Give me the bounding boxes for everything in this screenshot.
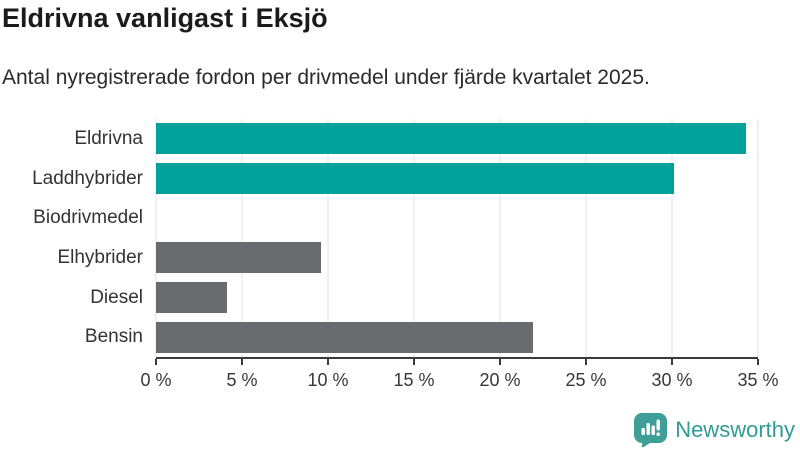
x-tick-label: 20 % — [479, 370, 521, 390]
axis-tick — [499, 359, 501, 365]
x-tick-label: 15 % — [393, 370, 435, 390]
newsworthy-logo-text: Newsworthy — [675, 417, 795, 442]
x-tick-label: 25 % — [565, 370, 607, 390]
x-tick-label: 10 % — [307, 370, 349, 390]
bar-laddhybrider — [156, 163, 674, 194]
bar-diesel — [156, 282, 227, 314]
bar-track — [156, 321, 758, 353]
gridline — [671, 119, 673, 357]
bar-track — [156, 242, 758, 274]
gridline — [327, 119, 329, 357]
gridline — [585, 119, 587, 357]
x-tick-label: 30 % — [651, 370, 693, 390]
page-title: Eldrivna vanligast i Eksjö — [2, 3, 328, 33]
axis-tick — [585, 359, 587, 365]
bar-elhybrider — [156, 242, 322, 274]
axis-tick — [671, 359, 673, 365]
x-tick-label: 5 % — [226, 370, 258, 390]
category-label-eldrivna: Eldrivna — [74, 127, 143, 149]
axis-tick — [326, 359, 329, 365]
axis-tick — [757, 359, 759, 365]
axis-tick — [412, 359, 415, 365]
x-tick-label: 35 % — [737, 370, 779, 390]
bar-eldrivna — [156, 123, 746, 155]
axis-tick — [155, 359, 157, 365]
category-label-elhybrider: Elhybrider — [57, 246, 143, 268]
x-axis: 0 % 5 % 10 % 15 % 20 % 25 % 30 % 35 % — [140, 357, 779, 397]
bar-track — [156, 123, 758, 155]
x-tick-label: 0 % — [140, 370, 172, 390]
gridline — [757, 119, 759, 357]
bar-track — [156, 163, 758, 194]
chart-subtitle: Antal nyregistrerade fordon per drivmede… — [2, 66, 650, 89]
chart-row-bensin: Bensin — [0, 317, 758, 357]
gridline — [499, 119, 501, 357]
gridlines — [155, 119, 759, 357]
bar-track — [156, 203, 758, 234]
chart-row-diesel: Diesel — [0, 278, 758, 318]
newsworthy-logo-icon — [634, 413, 668, 447]
gridline — [241, 119, 243, 357]
gridline — [413, 119, 415, 357]
chart-row-laddhybrider: Laddhybrider — [0, 159, 758, 199]
chart-row-biodrivmedel: Biodrivmedel — [0, 198, 758, 238]
chart-rows: Eldrivna Laddhybrider Biodrivmedel Elhyb… — [0, 119, 758, 357]
bar-bensin — [156, 321, 533, 353]
category-label-diesel: Diesel — [90, 286, 143, 308]
category-label-bensin: Bensin — [84, 326, 143, 348]
chart-row-elhybrider: Elhybrider — [0, 238, 758, 278]
newsworthy-logo[interactable]: Newsworthy — [634, 413, 795, 447]
category-label-laddhybrider: Laddhybrider — [32, 167, 143, 189]
category-label-biodrivmedel: Biodrivmedel — [33, 207, 143, 229]
chart-row-eldrivna: Eldrivna — [0, 119, 758, 159]
axis-tick — [240, 359, 243, 365]
gridline — [155, 119, 157, 357]
bar-track — [156, 282, 758, 314]
bar-chart: Eldrivna Laddhybrider Biodrivmedel Elhyb… — [0, 119, 759, 357]
